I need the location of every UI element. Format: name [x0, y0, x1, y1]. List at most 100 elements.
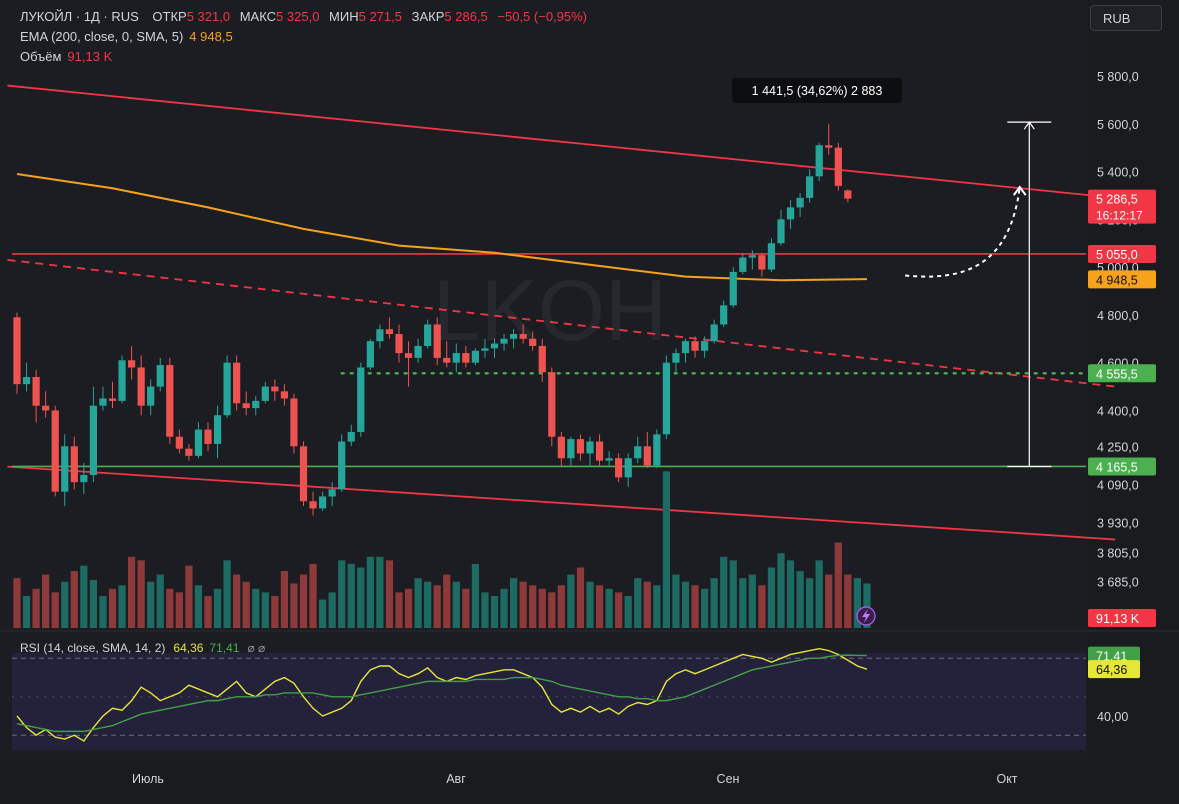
candle[interactable] — [672, 353, 680, 363]
candle[interactable] — [500, 338, 508, 344]
candle[interactable] — [89, 405, 97, 475]
candle[interactable] — [634, 446, 642, 459]
trendline-channel-top[interactable] — [7, 84, 1116, 199]
candle[interactable] — [452, 353, 460, 363]
candle[interactable] — [404, 353, 413, 358]
candle[interactable] — [653, 434, 661, 466]
candle[interactable] — [481, 348, 489, 351]
trendline-channel-bottom[interactable] — [7, 465, 1116, 541]
candle[interactable] — [510, 334, 518, 339]
candle[interactable] — [223, 362, 231, 416]
candle[interactable] — [662, 362, 670, 435]
candle[interactable] — [748, 255, 756, 258]
candle[interactable] — [424, 324, 432, 346]
candle[interactable] — [462, 353, 470, 363]
candle[interactable] — [166, 365, 174, 437]
candle[interactable] — [328, 489, 336, 497]
candle[interactable] — [433, 324, 441, 358]
candle[interactable] — [271, 386, 279, 392]
candle[interactable] — [643, 446, 651, 466]
ema-label[interactable]: EMA (200, close, 0, SMA, 5) — [20, 29, 184, 44]
candle[interactable] — [347, 431, 355, 442]
ema-legend[interactable]: EMA (200, close, 0, SMA, 5) 4 948,5 — [20, 29, 233, 44]
candle[interactable] — [806, 176, 814, 198]
candle[interactable] — [204, 429, 212, 444]
visibility-icons[interactable]: ⌀ ⌀ — [247, 641, 266, 655]
candle[interactable] — [13, 317, 21, 385]
candle[interactable] — [185, 448, 193, 456]
candle[interactable] — [32, 377, 40, 406]
rsi-legend[interactable]: RSI (14, close, SMA, 14, 2) 64,36 71,41 ⌀ ⌀ — [20, 641, 265, 655]
currency-button[interactable]: RUB — [1090, 5, 1162, 31]
candle[interactable] — [701, 341, 709, 351]
candle[interactable] — [519, 334, 527, 339]
candle[interactable] — [767, 243, 776, 270]
candle[interactable] — [242, 403, 250, 409]
candle[interactable] — [309, 501, 317, 509]
volume-label[interactable]: Объём — [20, 49, 62, 64]
trendline-channel-mid[interactable] — [7, 259, 1116, 388]
candle[interactable] — [175, 436, 183, 449]
candle[interactable] — [147, 386, 155, 406]
candle[interactable] — [595, 441, 604, 461]
candle[interactable] — [720, 305, 728, 325]
candle[interactable] — [815, 145, 823, 177]
rsi-ma-line[interactable] — [16, 654, 867, 733]
candle[interactable] — [729, 271, 737, 306]
candle[interactable] — [739, 257, 747, 272]
candle[interactable] — [443, 357, 451, 363]
rsi-line[interactable] — [16, 647, 868, 742]
candle[interactable] — [395, 334, 403, 354]
candle[interactable] — [567, 439, 575, 459]
candle[interactable] — [357, 367, 365, 432]
candle[interactable] — [280, 391, 288, 399]
candle[interactable] — [691, 341, 699, 351]
candle[interactable] — [548, 372, 556, 437]
candle[interactable] — [233, 362, 241, 404]
candle[interactable] — [576, 439, 585, 454]
candle[interactable] — [118, 360, 126, 401]
candle[interactable] — [777, 219, 785, 244]
candle[interactable] — [194, 429, 203, 456]
candle[interactable] — [615, 458, 623, 478]
candle[interactable] — [834, 147, 842, 186]
symbol-legend[interactable]: ЛУКОЙЛ · 1Д · RUS ОТКР5 321,0 МАКС5 325,… — [20, 9, 587, 24]
candle[interactable] — [710, 324, 718, 342]
candle[interactable] — [758, 255, 766, 270]
candle[interactable] — [605, 458, 613, 461]
candle[interactable] — [490, 343, 499, 349]
candle[interactable] — [213, 415, 222, 444]
candle[interactable] — [586, 441, 594, 454]
candle[interactable] — [681, 341, 690, 354]
candle[interactable] — [786, 207, 795, 220]
candle[interactable] — [99, 398, 107, 406]
symbol-name[interactable]: ЛУКОЙЛ · 1Д · RUS — [20, 9, 139, 24]
candle[interactable] — [290, 398, 298, 447]
candle[interactable] — [825, 145, 833, 148]
candle[interactable] — [261, 386, 269, 401]
candle[interactable] — [252, 400, 260, 409]
candle[interactable] — [156, 365, 164, 387]
candle[interactable] — [299, 446, 308, 502]
candle[interactable] — [51, 410, 59, 492]
candle[interactable] — [22, 377, 31, 385]
candle[interactable] — [529, 338, 537, 346]
volume-legend[interactable]: Объём 91,13 K — [20, 49, 112, 64]
candle[interactable] — [414, 345, 422, 358]
candle[interactable] — [108, 398, 117, 401]
candle[interactable] — [385, 329, 394, 335]
candle[interactable] — [137, 367, 145, 406]
candle[interactable] — [366, 341, 374, 368]
candle[interactable] — [70, 446, 78, 483]
candle[interactable] — [538, 345, 546, 373]
candle[interactable] — [557, 436, 565, 459]
candle[interactable] — [624, 458, 632, 478]
candle[interactable] — [319, 496, 327, 509]
candle[interactable] — [61, 446, 69, 492]
candle[interactable] — [42, 405, 50, 411]
candle[interactable] — [471, 350, 479, 363]
candle[interactable] — [80, 474, 88, 483]
candle[interactable] — [844, 190, 852, 199]
